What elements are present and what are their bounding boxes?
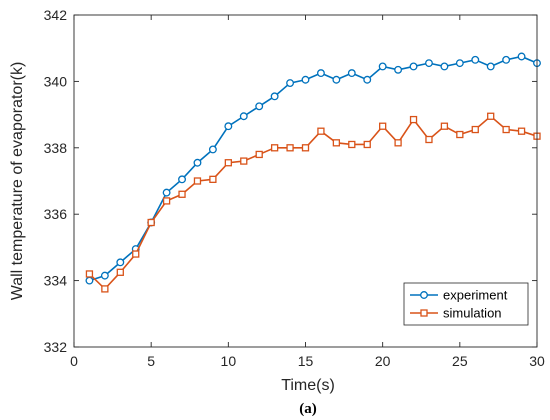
- data-point-simulation: [240, 157, 248, 165]
- legend-marker: [420, 309, 428, 317]
- data-point-simulation: [178, 190, 186, 198]
- data-point-simulation: [394, 139, 402, 147]
- ticks-layer: 0 5 10 15 20 25 30 332 334 336 338 340 342: [44, 7, 545, 369]
- y-tick-label: 340: [44, 73, 68, 89]
- x-tick-label: 15: [298, 353, 314, 369]
- data-point-experiment: [286, 79, 295, 88]
- y-axis-title: Wall temperature of evaporator(k): [9, 62, 26, 301]
- data-point-experiment: [486, 62, 495, 71]
- data-point-experiment: [301, 75, 310, 84]
- figure-caption: (a): [299, 401, 317, 417]
- data-point-experiment: [502, 55, 511, 64]
- y-tick-label: 334: [44, 273, 68, 289]
- data-point-experiment: [378, 62, 387, 71]
- data-point-experiment: [270, 92, 279, 101]
- data-point-experiment: [394, 65, 403, 74]
- data-point-simulation: [317, 127, 325, 135]
- legend-label: simulation: [443, 306, 502, 321]
- data-point-experiment: [224, 122, 233, 131]
- data-point-simulation: [270, 144, 279, 152]
- data-point-experiment: [255, 102, 264, 111]
- data-point-experiment: [208, 145, 217, 154]
- data-point-simulation: [471, 125, 479, 134]
- y-tick-label: 332: [44, 339, 68, 355]
- data-point-simulation: [132, 250, 140, 258]
- legend: experiment simulation: [403, 282, 529, 326]
- data-point-experiment: [517, 52, 526, 61]
- data-point-experiment: [239, 112, 248, 121]
- data-point-simulation: [379, 122, 387, 130]
- data-point-simulation: [286, 144, 294, 152]
- data-point-experiment: [440, 62, 449, 71]
- data-point-experiment: [316, 69, 325, 78]
- x-tick-label: 30: [529, 353, 545, 369]
- data-point-simulation: [409, 115, 418, 124]
- data-point-simulation: [116, 268, 124, 276]
- data-point-simulation: [363, 140, 371, 149]
- x-axis-title: Time(s): [281, 377, 335, 394]
- data-point-simulation: [162, 197, 171, 205]
- data-point-simulation: [101, 285, 109, 293]
- y-tick-label: 336: [44, 206, 68, 222]
- data-point-experiment: [409, 62, 418, 71]
- data-point-simulation: [85, 270, 94, 278]
- data-point-simulation: [147, 218, 155, 227]
- x-tick-label: 20: [375, 353, 391, 369]
- data-point-simulation: [224, 159, 232, 167]
- data-point-simulation: [487, 112, 495, 120]
- data-point-experiment: [178, 175, 186, 184]
- x-tick-label: 5: [147, 353, 155, 369]
- data-point-simulation: [348, 140, 356, 149]
- y-tick-label: 342: [44, 7, 68, 23]
- data-point-experiment: [347, 69, 356, 78]
- legend-entry-experiment: experiment: [410, 288, 508, 303]
- data-point-experiment: [193, 158, 202, 167]
- data-point-simulation: [209, 175, 217, 183]
- x-tick-label: 10: [221, 353, 237, 369]
- data-point-simulation: [502, 125, 510, 134]
- data-point-simulation: [425, 135, 433, 144]
- legend-marker: [420, 291, 428, 299]
- legend-label: experiment: [443, 288, 508, 303]
- data-point-simulation: [517, 127, 526, 135]
- data-point-simulation: [332, 139, 341, 147]
- data-point-simulation: [456, 130, 464, 139]
- data-point-experiment: [363, 75, 372, 84]
- data-point-simulation: [301, 144, 310, 152]
- data-point-simulation: [193, 177, 202, 185]
- legend-entry-simulation: simulation: [410, 306, 502, 321]
- data-point-experiment: [425, 59, 433, 68]
- data-point-experiment: [332, 75, 341, 84]
- data-point-experiment: [471, 55, 480, 64]
- data-point-simulation: [255, 150, 263, 159]
- y-tick-label: 338: [44, 140, 68, 156]
- data-point-experiment: [116, 258, 125, 267]
- data-point-experiment: [455, 59, 464, 68]
- data-point-simulation: [440, 122, 449, 130]
- x-tick-label: 25: [452, 353, 468, 369]
- legend-box: [403, 282, 529, 326]
- data-point-experiment: [162, 188, 171, 197]
- x-tick-label: 0: [70, 353, 78, 369]
- data-point-experiment: [85, 276, 94, 285]
- data-point-experiment: [100, 271, 109, 280]
